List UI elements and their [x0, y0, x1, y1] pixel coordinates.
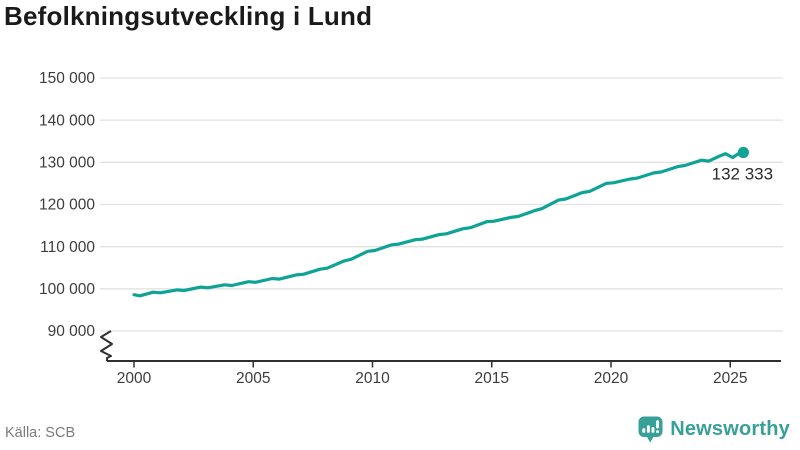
newsworthy-wordmark: Newsworthy: [670, 417, 790, 440]
newsworthy-bubble-chart-icon: [638, 416, 663, 442]
axis-break-icon: [100, 330, 113, 361]
chart-title: Befolkningsutveckling i Lund: [4, 1, 373, 31]
y-tick-label: 130 000: [39, 155, 95, 172]
x-tick-label: 2010: [355, 370, 390, 387]
series-line: [132, 150, 745, 298]
x-tick-label: 2015: [475, 370, 509, 387]
x-tick-label: 2025: [713, 370, 747, 387]
y-tick-label: 150 000: [39, 70, 95, 87]
y-tick-label: 90 000: [48, 323, 96, 340]
source-note: Källa: SCB: [5, 425, 76, 441]
y-tick-label: 110 000: [40, 239, 95, 256]
x-tick-label: 2020: [594, 370, 629, 387]
x-tick-label: 2000: [117, 370, 152, 387]
y-tick-label: 140 000: [39, 112, 95, 129]
series-end-dot: [737, 146, 749, 159]
newsworthy-logo: Newsworthy: [638, 415, 790, 443]
end-value-label: 132 333: [712, 164, 773, 183]
y-tick-label: 120 000: [39, 197, 95, 214]
y-tick-label: 100 000: [39, 281, 95, 298]
x-tick-label: 2005: [236, 370, 270, 387]
